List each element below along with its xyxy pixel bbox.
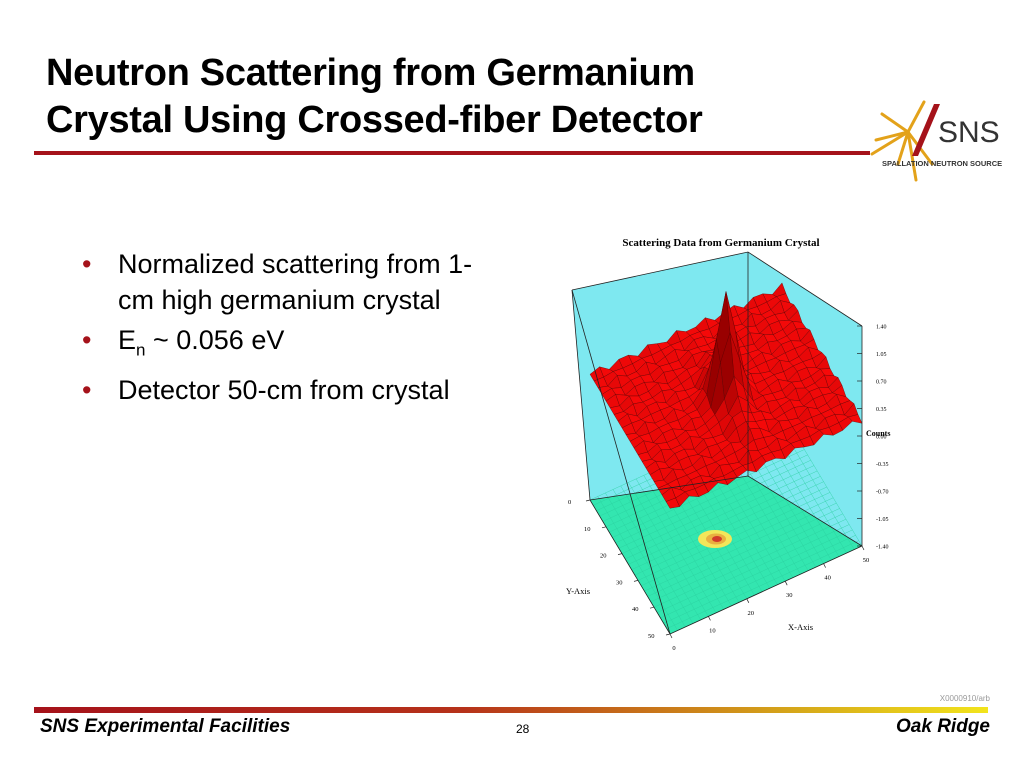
x-tick [708, 616, 711, 621]
x-tick [823, 563, 826, 568]
bullet-subscript: n [136, 340, 146, 360]
floor-grid-line [612, 449, 805, 538]
scattering-surface-chart: Scattering Data from Germanium Crystal 1… [566, 237, 890, 652]
floor-grid-line [631, 481, 824, 570]
x-tick-label: 40 [824, 575, 831, 582]
floor-grid-line [647, 508, 840, 597]
bullet-dot: • [82, 325, 92, 355]
y-tick [585, 499, 591, 502]
z-axis: 1.40 1.05 0.70 0.35 0.00 -0.35 -0.70 -1.05 -1.40 [857, 325, 889, 551]
bullet-text-post: ~ 0.056 eV [145, 325, 285, 355]
sns-swoosh-icon [912, 104, 940, 156]
slide-code: X0000910/arb [939, 694, 990, 703]
z-tick-label: -0.70 [876, 490, 889, 496]
title-line-2: Crystal Using Crossed-fiber Detector [46, 99, 703, 141]
y-tick [617, 553, 623, 555]
floor-grid-line [615, 454, 808, 544]
y-tick [633, 580, 639, 582]
y-tick-label: 0 [568, 499, 571, 506]
floor-grid-line [660, 529, 853, 619]
y-tick-label: 30 [616, 579, 623, 586]
floor-grid-line [618, 460, 811, 549]
bullet-text-pre: E [118, 325, 137, 355]
y-tick [601, 526, 607, 529]
logo-subtext: SPALLATION NEUTRON SOURCE [882, 159, 1002, 168]
bullet-list: • Normalized scattering from 1-cm high ge… [82, 246, 482, 412]
page-number: 28 [516, 722, 530, 736]
x-tick [669, 633, 673, 639]
x-axis: 0 10 20 30 40 50 [669, 545, 870, 652]
footer-left: SNS Experimental Facilities [40, 716, 291, 737]
z-tick-label: 1.05 [876, 352, 887, 358]
y-axis: 0 10 20 30 40 50 [568, 499, 671, 640]
floor-grid-line [644, 502, 837, 592]
z-tick-label: -1.05 [876, 517, 889, 523]
footer-right: Oak Ridge [896, 716, 990, 737]
bullet-text: Detector 50-cm from crystal [118, 375, 450, 406]
y-tick-label: 10 [584, 526, 591, 533]
floor-grid-line [657, 524, 850, 613]
z-tick-label: -0.35 [876, 462, 889, 468]
z-tick-label: 0.70 [876, 380, 887, 386]
x-tick-label: 0 [672, 645, 675, 652]
z-axis-label: Counts [866, 429, 890, 438]
y-tick [665, 633, 671, 636]
chart-title: Scattering Data from Germanium Crystal [622, 237, 819, 249]
x-tick-label: 20 [748, 610, 755, 617]
x-tick-label: 30 [786, 592, 793, 599]
x-tick [784, 581, 788, 586]
x-tick [861, 545, 865, 551]
floor-grid-line [597, 496, 678, 631]
floor-grid-line [628, 482, 709, 617]
slide-title: Neutron Scattering from Germanium Crysta… [46, 50, 866, 144]
floor-grid-line [641, 497, 834, 586]
y-tick [649, 606, 655, 609]
floor-grid-line [650, 513, 843, 603]
y-axis-label: Y-Axis [566, 586, 590, 596]
z-tick-label: 0.35 [876, 407, 887, 413]
sns-logo: SNS SPALLATION NEUTRON SOURCE [870, 100, 1002, 182]
floor-grid-line [653, 519, 847, 608]
floor-grid-line [643, 475, 724, 610]
z-tick-label: 0.00 [876, 435, 887, 441]
title-underline [34, 151, 870, 155]
x-tick-label: 50 [863, 557, 870, 564]
x-tick-label: 10 [709, 627, 716, 634]
floor-grid-line [612, 489, 694, 624]
y-tick-label: 40 [632, 606, 639, 613]
bullet-item: • En ~ 0.056 eV [82, 322, 482, 368]
bullet-item: • Detector 50-cm from crystal [82, 372, 482, 408]
title-line-1: Neutron Scattering from Germanium [46, 52, 695, 94]
z-tick-label: 1.40 [876, 325, 887, 331]
y-tick-label: 20 [600, 553, 607, 560]
floor-grid-line [605, 492, 686, 628]
floor-grid-line [621, 465, 815, 554]
floor-grid-line [628, 476, 821, 565]
x-axis-label: X-Axis [788, 622, 813, 632]
bullet-dot: • [82, 249, 92, 279]
surface-mesh [589, 282, 863, 509]
bullet-dot: • [82, 375, 92, 406]
floor-projection-spot [698, 530, 732, 548]
footer-rule [34, 707, 988, 713]
floor-grid-line [666, 540, 859, 629]
logo-text: SNS [938, 116, 1000, 149]
y-tick-label: 50 [648, 633, 655, 640]
surface-cell [665, 497, 680, 509]
x-tick [746, 598, 750, 603]
floor-grid-line [634, 486, 827, 576]
bullet-text: Normalized scattering from 1-cm high ger… [118, 249, 473, 315]
floor-grid-line [625, 470, 818, 560]
floor-grid-line [663, 535, 856, 624]
bullet-item: • Normalized scattering from 1-cm high ge… [82, 246, 482, 318]
floor-grid-line [635, 478, 717, 613]
z-tick-label: -1.40 [876, 545, 889, 551]
